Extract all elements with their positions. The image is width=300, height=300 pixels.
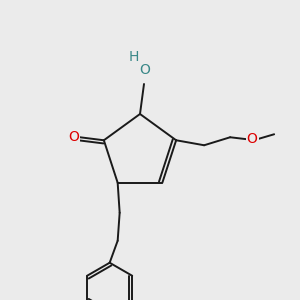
Text: H: H (129, 50, 139, 64)
Text: O: O (247, 132, 258, 146)
Text: O: O (140, 63, 150, 77)
Text: O: O (68, 130, 79, 144)
